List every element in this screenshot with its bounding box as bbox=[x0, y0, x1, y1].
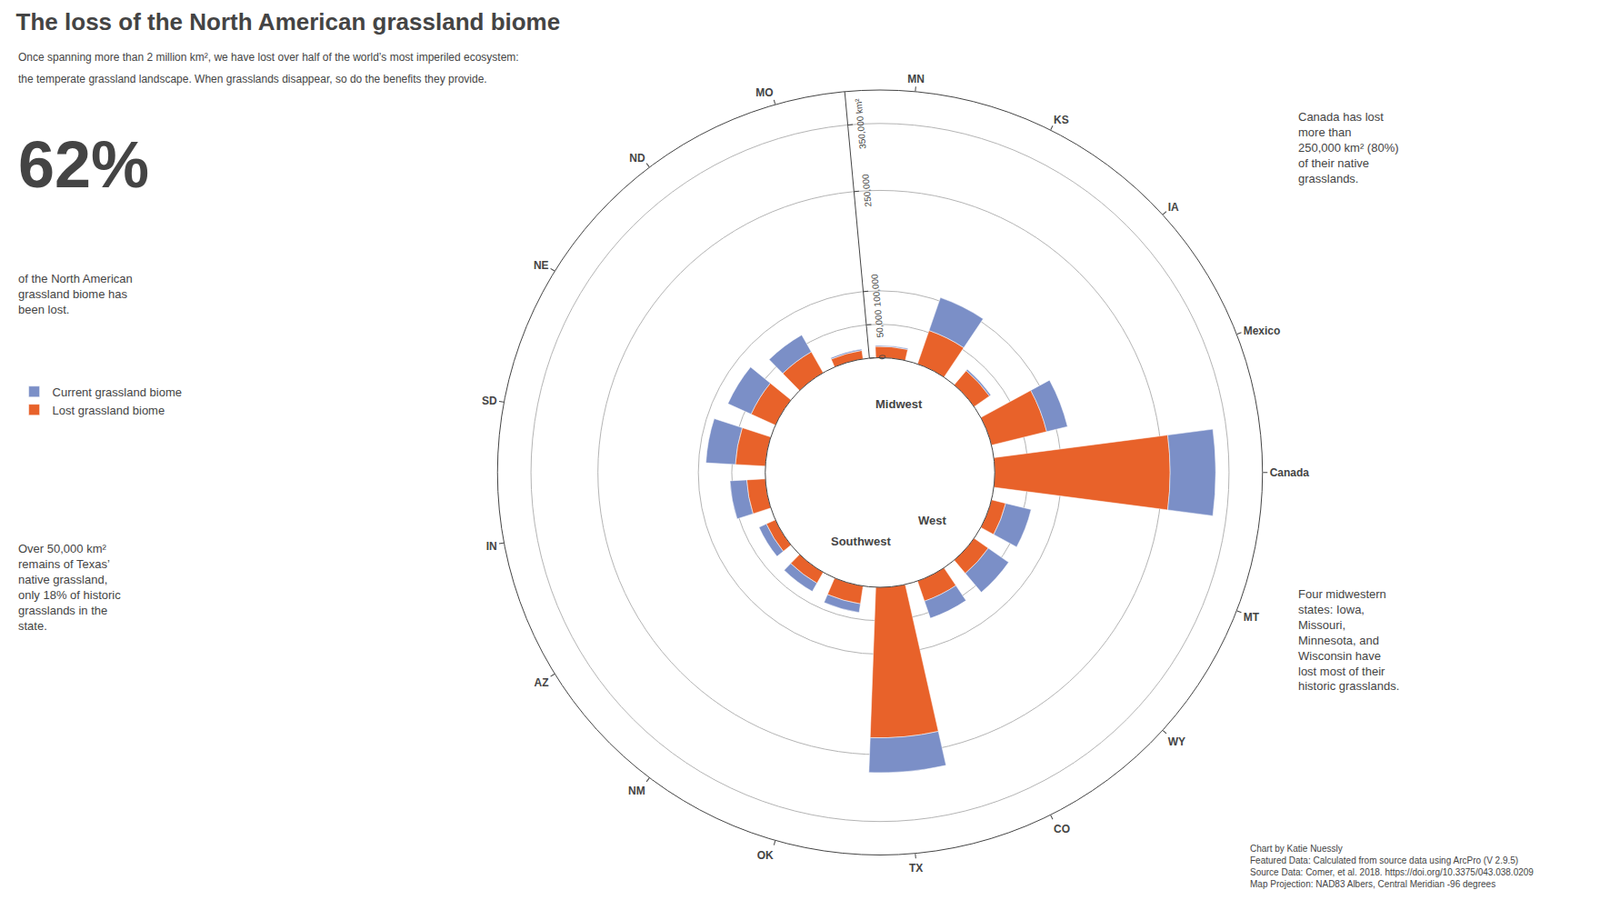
svg-text:250,000: 250,000 bbox=[860, 173, 873, 208]
svg-text:Over 50,000 km²remains of Texa: Over 50,000 km²remains of Texas’native g… bbox=[18, 541, 121, 633]
svg-text:OK: OK bbox=[757, 849, 774, 862]
svg-text:Chart by Katie NuesslyFeatured: Chart by Katie NuesslyFeatured Data: Cal… bbox=[1250, 843, 1534, 890]
svg-text:Lost grassland biome: Lost grassland biome bbox=[52, 403, 166, 418]
svg-text:Four midwesternstates: Iowa,Mi: Four midwesternstates: Iowa,Missouri,Min… bbox=[1298, 587, 1400, 693]
svg-text:0: 0 bbox=[877, 353, 889, 360]
svg-text:TX: TX bbox=[909, 861, 923, 875]
svg-text:Canada: Canada bbox=[1270, 466, 1310, 480]
svg-text:NE: NE bbox=[533, 259, 550, 272]
svg-text:Midwest: Midwest bbox=[875, 397, 923, 411]
svg-text:of the North Americangrassland: of the North Americangrassland biome has… bbox=[18, 271, 133, 317]
svg-text:West: West bbox=[918, 513, 947, 528]
svg-text:WY: WY bbox=[1168, 735, 1186, 749]
svg-text:MN: MN bbox=[907, 72, 925, 86]
svg-text:Current grassland biome: Current grassland biome bbox=[52, 385, 182, 400]
svg-text:IA: IA bbox=[1168, 200, 1180, 214]
svg-text:AZ: AZ bbox=[534, 676, 550, 690]
svg-text:Once spanning more than 2 mill: Once spanning more than 2 million km², w… bbox=[18, 50, 520, 64]
svg-text:SD: SD bbox=[481, 394, 498, 408]
svg-text:ND: ND bbox=[629, 151, 646, 165]
svg-text:MT: MT bbox=[1243, 610, 1260, 624]
svg-text:The loss of the North American: The loss of the North American grassland… bbox=[16, 8, 561, 36]
svg-text:62%: 62% bbox=[18, 128, 150, 201]
svg-text:KS: KS bbox=[1053, 113, 1070, 127]
svg-text:CO: CO bbox=[1053, 822, 1070, 836]
svg-text:IN: IN bbox=[486, 540, 498, 553]
svg-text:100,000: 100,000 bbox=[869, 273, 882, 308]
svg-text:350,000 km²: 350,000 km² bbox=[852, 97, 868, 150]
svg-text:50,000: 50,000 bbox=[872, 309, 886, 339]
svg-text:Southwest: Southwest bbox=[830, 534, 891, 549]
svg-text:NM: NM bbox=[628, 784, 646, 798]
svg-text:MO: MO bbox=[755, 86, 773, 100]
svg-text:the temperate grassland landsc: the temperate grassland landscape. When … bbox=[18, 72, 488, 86]
svg-text:Mexico: Mexico bbox=[1243, 324, 1281, 338]
svg-text:Canada has lostmore than250,00: Canada has lostmore than250,000 km² (80%… bbox=[1298, 110, 1400, 186]
